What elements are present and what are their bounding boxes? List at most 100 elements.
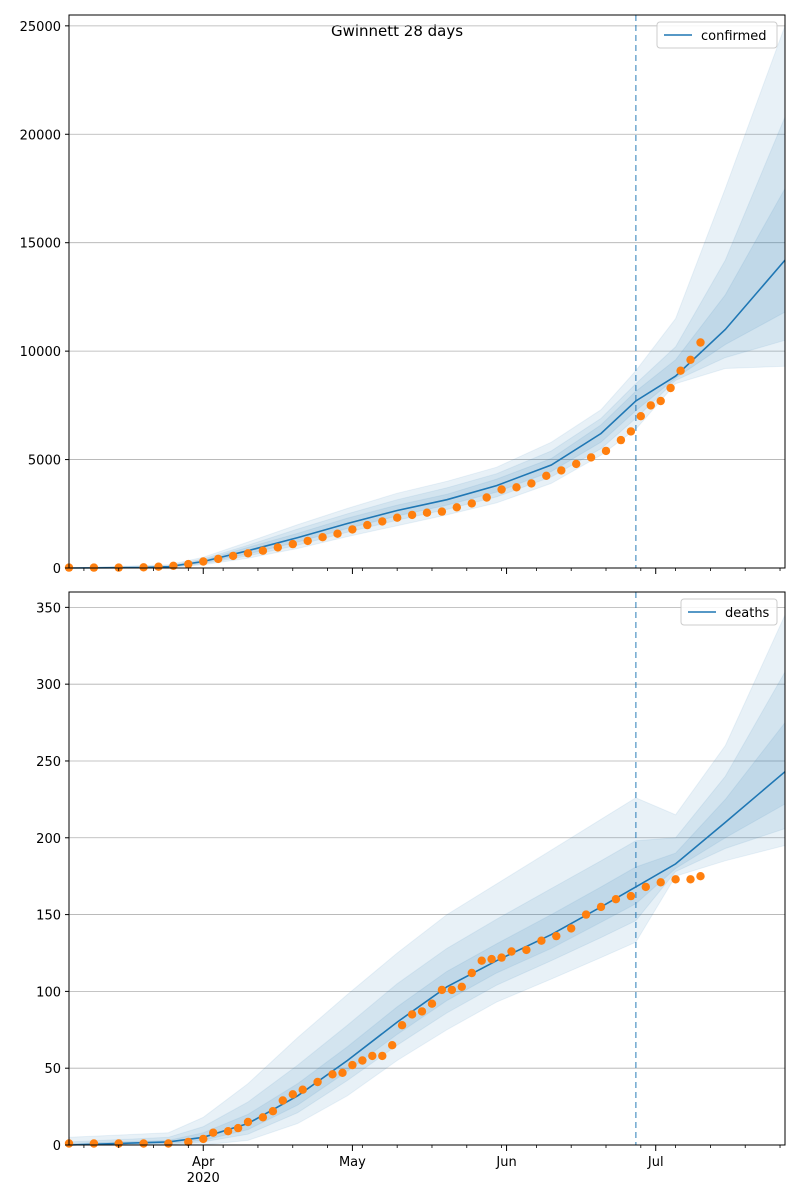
observed-point xyxy=(552,931,561,941)
observed-point xyxy=(666,383,675,393)
observed-point xyxy=(164,1139,173,1148)
observed-point xyxy=(452,503,461,512)
observed-point xyxy=(288,539,297,549)
y-tick-label: 300 xyxy=(36,678,61,693)
legend-label: deaths xyxy=(725,606,770,621)
observed-point xyxy=(348,1060,357,1070)
observed-point xyxy=(258,546,268,555)
y-tick-label: 100 xyxy=(36,985,61,1000)
observed-point xyxy=(467,968,476,978)
observed-point xyxy=(328,1070,337,1079)
observed-point xyxy=(209,1128,218,1137)
y-tick-label: 0 xyxy=(53,562,61,577)
observed-point xyxy=(512,483,521,492)
y-tick-label: 20000 xyxy=(20,128,61,143)
observed-point xyxy=(333,529,342,538)
observed-point xyxy=(557,466,566,475)
observed-point xyxy=(378,1051,387,1061)
observed-point xyxy=(139,563,148,572)
observed-point xyxy=(497,953,506,962)
confirmed-panel: 0 5000 10000 15000 20000 25000 confirmed xyxy=(20,14,786,577)
observed-point xyxy=(233,1123,243,1133)
observed-point xyxy=(407,510,417,520)
x-tick-label: May xyxy=(339,1155,366,1170)
observed-point xyxy=(348,525,357,534)
observed-point xyxy=(586,453,596,462)
observed-point xyxy=(397,1020,407,1030)
observed-point xyxy=(656,396,665,406)
observed-point xyxy=(278,1096,287,1105)
observed-point xyxy=(447,985,457,995)
observed-point xyxy=(596,902,606,912)
observed-point xyxy=(636,412,645,421)
observed-point xyxy=(89,1139,99,1148)
observed-point xyxy=(422,508,432,517)
observed-point xyxy=(656,878,665,887)
observed-point xyxy=(527,479,536,488)
observed-point xyxy=(567,924,576,933)
x-tick-label: Jun xyxy=(495,1155,516,1170)
model-line xyxy=(68,771,786,1146)
observed-point xyxy=(676,366,685,375)
y-tick-label: 150 xyxy=(36,909,61,924)
observed-point xyxy=(288,1090,297,1099)
observed-point xyxy=(437,507,447,516)
legend-label: confirmed xyxy=(701,29,767,44)
observed-point xyxy=(273,543,282,552)
observed-point xyxy=(626,891,636,901)
observed-point xyxy=(437,985,447,995)
observed-point xyxy=(184,559,193,569)
y-tick-label: 350 xyxy=(36,601,61,616)
observed-point xyxy=(487,954,496,964)
observed-point xyxy=(467,499,476,508)
y-tick-label: 250 xyxy=(36,755,61,770)
observed-point xyxy=(601,446,611,456)
observed-point xyxy=(696,338,705,347)
observed-point xyxy=(641,882,650,892)
y-tick-label: 10000 xyxy=(20,345,61,360)
observed-point xyxy=(199,1134,208,1144)
observed-point xyxy=(626,427,636,436)
observed-point xyxy=(696,872,705,881)
observed-point xyxy=(572,459,581,469)
observed-point xyxy=(378,517,387,526)
observed-point xyxy=(169,561,178,570)
y-tick-label: 5000 xyxy=(28,454,61,469)
observed-point xyxy=(482,493,491,502)
observed-point xyxy=(199,557,208,566)
legend-box xyxy=(656,21,778,49)
observed-point xyxy=(497,485,506,494)
observed-point xyxy=(313,1077,322,1087)
observed-point xyxy=(388,1041,397,1050)
observed-point xyxy=(338,1068,347,1078)
observed-point xyxy=(537,936,546,945)
y-tick-label: 0 xyxy=(53,1139,61,1154)
axes-frame xyxy=(68,14,786,569)
observed-point xyxy=(184,1137,193,1147)
observed-point xyxy=(214,554,223,564)
observed-point xyxy=(393,513,402,522)
observed-point xyxy=(507,947,516,956)
observed-point xyxy=(581,910,591,919)
observed-point xyxy=(522,945,531,955)
observed-point xyxy=(477,956,486,965)
axes-frame xyxy=(68,591,786,1146)
observed-point xyxy=(542,471,551,480)
observed-point xyxy=(363,520,372,530)
observed-point xyxy=(139,1139,148,1148)
y-tick-label: 50 xyxy=(44,1062,61,1077)
observed-point xyxy=(646,401,655,410)
observed-point xyxy=(616,435,626,445)
observed-point xyxy=(368,1051,377,1061)
observed-point xyxy=(457,982,466,991)
observed-point xyxy=(686,355,695,364)
observed-point xyxy=(114,1139,123,1148)
observed-point xyxy=(243,549,253,558)
x-tick-label: Jul xyxy=(647,1155,664,1170)
observed-point xyxy=(417,1007,427,1016)
x-tick-label: Apr xyxy=(192,1155,215,1170)
observed-point xyxy=(298,1085,307,1094)
observed-point xyxy=(671,875,680,884)
